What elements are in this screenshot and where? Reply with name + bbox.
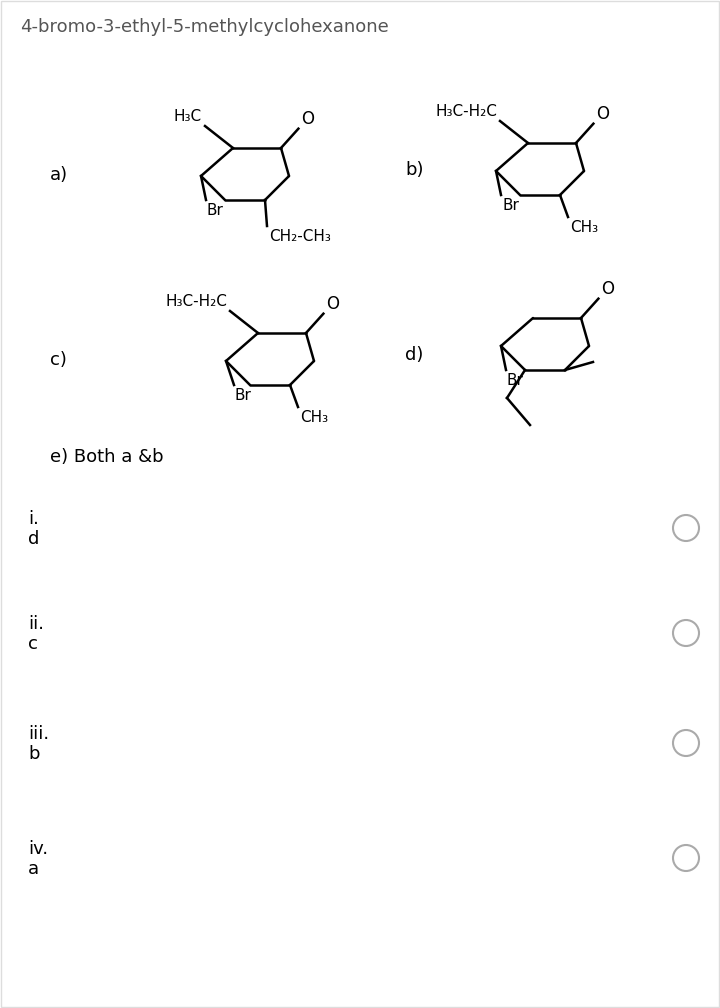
Text: Br: Br: [507, 373, 524, 388]
Text: Br: Br: [207, 203, 224, 218]
Text: CH₃: CH₃: [570, 220, 598, 235]
Text: 4-bromo-3-ethyl-5-methylcyclohexanone: 4-bromo-3-ethyl-5-methylcyclohexanone: [20, 18, 389, 36]
Text: e) Both a &b: e) Both a &b: [50, 448, 163, 466]
Text: d): d): [405, 346, 423, 364]
Text: Br: Br: [502, 198, 519, 213]
Text: b: b: [28, 745, 40, 763]
Text: H₃C-H₂C: H₃C-H₂C: [435, 104, 497, 119]
Text: O: O: [601, 279, 614, 297]
Text: ii.: ii.: [28, 615, 44, 633]
Text: d: d: [28, 530, 40, 548]
Text: Br: Br: [235, 388, 252, 403]
Text: c: c: [28, 635, 38, 653]
Text: H₃C: H₃C: [174, 109, 202, 124]
Text: H₃C-H₂C: H₃C-H₂C: [165, 294, 227, 309]
Text: a): a): [50, 166, 68, 184]
Text: a: a: [28, 860, 39, 878]
Text: O: O: [326, 294, 339, 312]
Text: iv.: iv.: [28, 840, 48, 858]
Text: CH₃: CH₃: [300, 410, 328, 425]
Text: O: O: [596, 105, 609, 123]
Text: O: O: [302, 110, 315, 128]
Text: iii.: iii.: [28, 725, 49, 743]
Text: c): c): [50, 351, 67, 369]
Text: CH₂-CH₃: CH₂-CH₃: [269, 229, 331, 244]
Text: i.: i.: [28, 510, 39, 528]
Text: b): b): [405, 161, 423, 179]
